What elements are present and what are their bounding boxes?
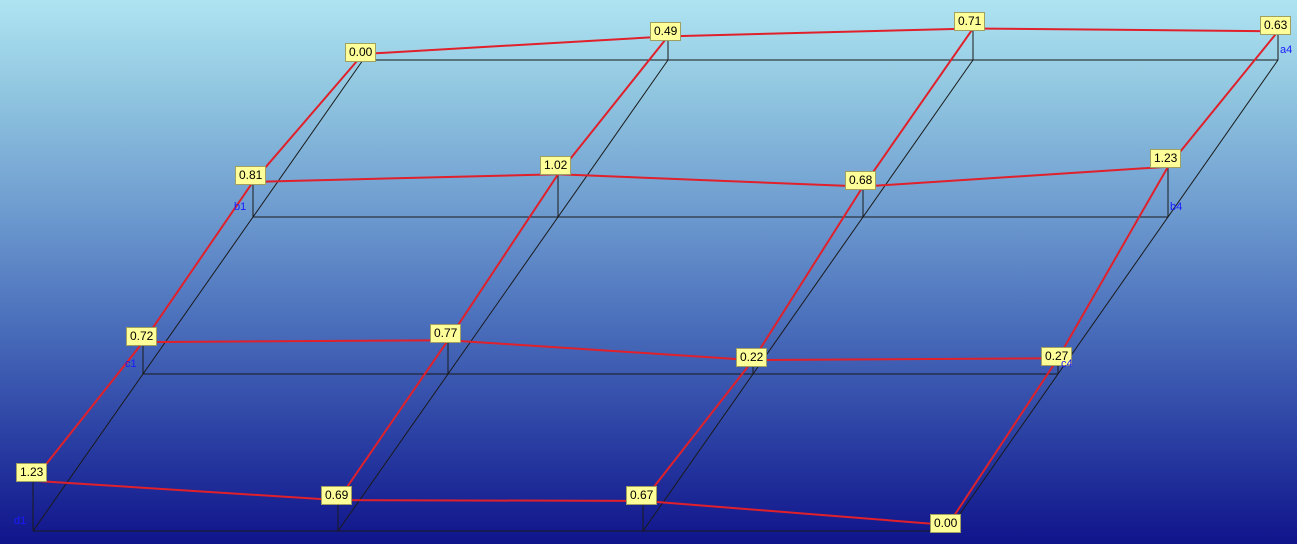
value-label-a4: 0.63 [1260,16,1292,35]
frame-col-4 [947,59,1279,532]
value-label-b4: 1.23 [1150,149,1182,168]
surface-edge-a3-a4 [972,27,1279,33]
surface-edge-a2-a3 [667,27,974,38]
value-label-d1: 1.23 [16,463,48,482]
value-label-b1: 0.81 [235,166,267,185]
surface-edge-c1-c2 [142,339,449,344]
value-label-b2: 1.02 [540,156,572,175]
corner-label-c1: c1 [125,358,137,370]
surface-edge-c2-c3 [447,339,754,362]
frame-col-2 [337,59,669,532]
surface-edge-c3-c4 [752,357,1059,362]
surface-edge-a4-b4 [1167,30,1279,168]
surface-edge-a3-b3 [862,27,974,188]
surface-edge-d2-d3 [337,499,644,502]
value-label-c1: 0.72 [126,327,158,346]
surface-edge-b3-b4 [862,165,1169,188]
surface-edge-b2-c2 [447,173,559,341]
surface-edge-a1-a2 [362,35,669,55]
surface-edge-b2-b3 [557,173,864,188]
surface-edge-c2-d2 [337,339,449,501]
frame-col-3 [642,59,974,532]
surface-edge-c1-d1 [32,341,144,482]
surface-edge-d1-d2 [32,479,339,502]
surface-edge-a1-b1 [252,53,364,183]
surface-edge-b1-b2 [252,173,559,183]
frame-col-1 [32,59,364,532]
value-label-a2: 0.49 [650,22,682,41]
corner-label-d1: d1 [14,515,27,527]
value-label-c2: 0.77 [430,324,462,343]
corner-label-a4: a4 [1280,44,1293,56]
base-frame [32,28,1279,532]
value-label-b3: 0.68 [845,171,877,190]
corner-label-b1: b1 [234,201,247,213]
surface-edge-c4-d4 [947,357,1059,526]
elevation-surface [32,27,1279,526]
corner-label-b4: b4 [1170,201,1183,213]
value-label-a1: 0.00 [345,43,377,62]
value-label-d3: 0.67 [626,486,658,505]
value-label-d2: 0.69 [321,486,353,505]
surface-edge-a2-b2 [557,35,669,175]
surface-edge-c3-d3 [642,359,754,502]
surface-edge-b1-c1 [142,181,254,343]
value-label-d4: 0.00 [930,514,962,533]
corner-label-c4: c4 [1061,358,1073,370]
surface-edge-d3-d4 [642,499,949,526]
surface-edge-b4-c4 [1057,166,1169,359]
surface-edge-b3-c3 [752,185,864,361]
value-label-c4: 0.27 [1041,347,1073,366]
value-label-a3: 0.71 [954,12,986,31]
value-label-c3: 0.22 [736,348,768,367]
